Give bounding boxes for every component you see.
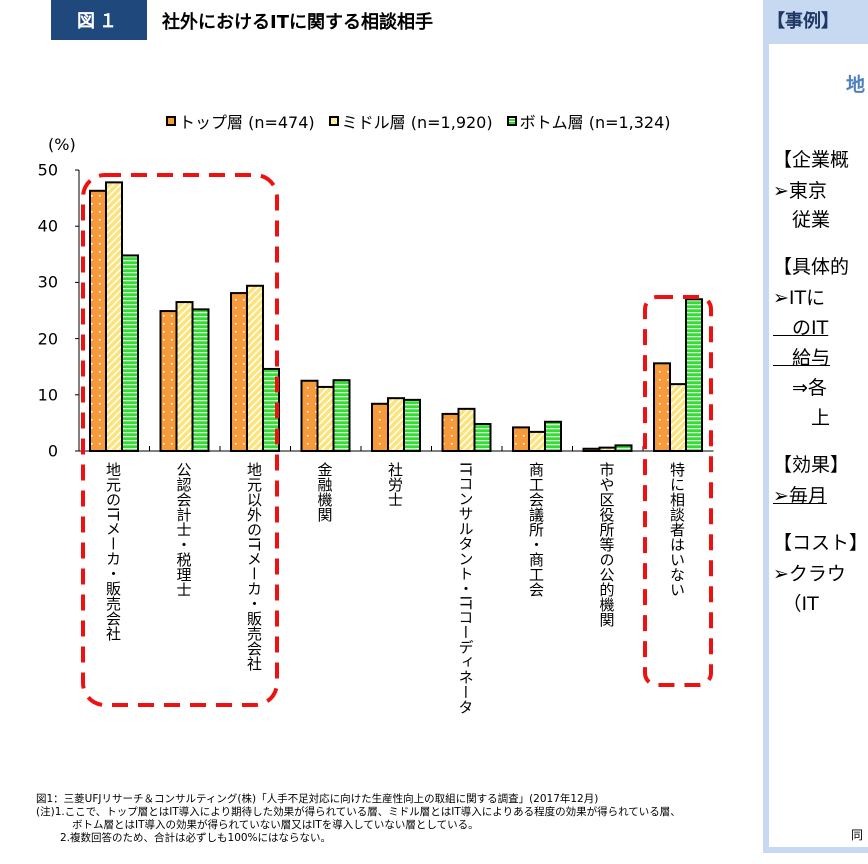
- bar: [685, 298, 703, 453]
- y-axis-unit: (%): [48, 135, 76, 154]
- case-study-line: ➢クラウ: [773, 563, 846, 585]
- legend-item-middle: ミドル層 (n=1,920): [328, 109, 493, 133]
- case-study-header: 【事例】: [763, 0, 868, 44]
- bar: [598, 446, 617, 452]
- case-study-line: （IT: [773, 593, 819, 615]
- highlight-box-right: [643, 295, 713, 687]
- x-axis-category-label: 金融機関: [315, 462, 334, 522]
- legend-label-bottom: ボトム層 (n=1,324): [519, 113, 671, 132]
- bar: [528, 430, 546, 452]
- legend-label-middle: ミドル層 (n=1,920): [341, 113, 493, 132]
- bar: [614, 444, 633, 453]
- bar: [371, 402, 389, 452]
- bar: [300, 379, 319, 452]
- figure-title: 社外におけるITに関する相談相手: [162, 12, 433, 33]
- case-study-line: ➢ITに: [773, 287, 826, 309]
- x-axis-category-label: 特に相談者はいない: [668, 462, 686, 597]
- bar: [191, 308, 210, 452]
- bar: [653, 362, 671, 452]
- case-study-line: 【具体的: [773, 256, 850, 278]
- bars: [89, 181, 703, 453]
- case-study-subtitle: 地: [846, 74, 866, 96]
- note-source: 図1：三菱UFJリサーチ＆コンサルティング(株)「人手不足対応に向けた生産性向上…: [36, 793, 599, 805]
- note-2: 2.複数回答のため、合計は必ずしも100%にはならない。: [60, 832, 332, 844]
- legend-item-bottom: ボトム層 (n=1,324): [506, 109, 671, 133]
- x-axis-category-label: 地元のITメーカ・販売会社: [104, 462, 122, 641]
- y-tick-label: 40: [37, 216, 58, 236]
- x-axis-category-label: 社労士: [386, 462, 404, 507]
- case-study-line: のIT: [773, 317, 829, 339]
- bar: [473, 423, 492, 452]
- y-tick-label: 20: [37, 329, 58, 349]
- case-study-line: 上: [773, 407, 831, 429]
- case-study-line: 従業: [773, 209, 831, 231]
- note-1-cont: ボトム層とはIT導入の効果が得られていない層又はITを導入していない層としている…: [72, 819, 479, 831]
- bar: [316, 385, 335, 453]
- bar: [89, 189, 107, 452]
- x-axis-category-label: 地元以外のITメーカ・販売会社: [245, 462, 263, 671]
- legend-swatch-top: [166, 116, 176, 126]
- figure-badge: 図１: [51, 0, 147, 40]
- bar: [544, 420, 562, 453]
- bar: [332, 379, 351, 452]
- bar: [230, 292, 248, 452]
- case-study-line: 【企業概: [773, 149, 850, 171]
- bar: [441, 412, 460, 452]
- bar: [121, 254, 139, 452]
- bar: [403, 398, 421, 452]
- y-tick-label: 50: [37, 160, 58, 180]
- case-study-source: 同: [851, 828, 864, 842]
- highlight-box-left: [81, 173, 279, 707]
- x-axis-category-label: 公認会計士・税理士: [174, 462, 193, 597]
- bar: [246, 284, 264, 452]
- legend-swatch-bottom: [506, 116, 517, 126]
- figure-notes: 図1：三菱UFJリサーチ＆コンサルティング(株)「人手不足対応に向けた生産性向上…: [36, 793, 681, 845]
- x-axis-category-label: 商工会議所・商工会: [527, 462, 545, 597]
- case-study-panel: 【事例】 地 【企業概 ➢東京 従業【具体的 ➢ITに のIT 給与 ⇒各 上【効果…: [763, 0, 868, 864]
- case-study-line: ➢毎月: [773, 485, 827, 507]
- case-study-line: ➢東京: [773, 180, 827, 202]
- bar: [669, 383, 687, 453]
- bar: [159, 310, 178, 453]
- legend-item-top: トップ層 (n=474): [166, 109, 315, 133]
- case-study-line: 【コスト】: [773, 532, 868, 554]
- x-axis-category-label: ITコンサルタント・ITコーディネータ: [456, 462, 475, 715]
- legend-label-top: トップ層 (n=474): [179, 113, 315, 132]
- y-tick-label: 0: [47, 441, 58, 461]
- case-study-body: 地 【企業概 ➢東京 従業【具体的 ➢ITに のIT 給与 ⇒各 上【効果】 ➢毎月【…: [763, 44, 868, 853]
- note-1: (注)1.ここで、トップ層とはIT導入により期待した効果が得られている層、ミドル…: [36, 806, 681, 818]
- bar: [387, 397, 405, 452]
- bar: [105, 181, 123, 452]
- bar: [175, 301, 194, 452]
- case-study-line: ⇒各: [773, 377, 827, 399]
- y-tick-label: 10: [37, 385, 58, 405]
- bar-chart: [75, 169, 714, 707]
- x-axis-category-label: 市や区役所等の公的機関: [597, 462, 616, 627]
- chart-legend: トップ層 (n=474) ミドル層 (n=1,920) ボトム層 (n=1,32…: [166, 109, 671, 133]
- y-tick-label: 30: [37, 272, 58, 292]
- bar: [457, 407, 476, 453]
- legend-swatch-middle: [328, 116, 339, 126]
- case-study-line: 給与: [773, 347, 831, 369]
- bar: [582, 447, 601, 453]
- bar: [512, 426, 530, 452]
- case-study-line: 【効果】: [773, 454, 850, 476]
